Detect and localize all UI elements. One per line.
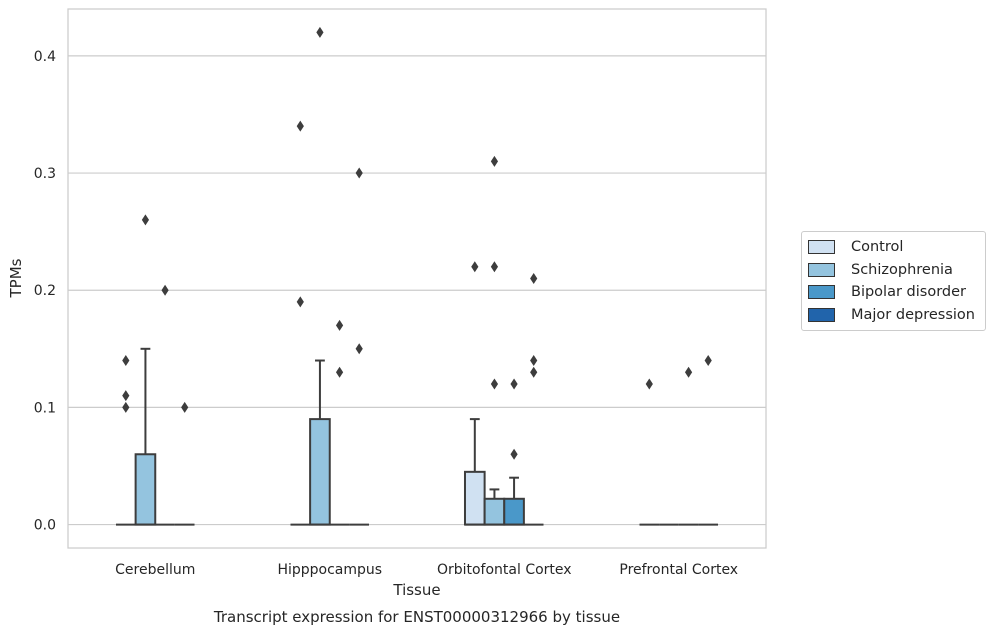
- y-tick-labels: 0.0 0.1 0.2 0.3 0.4: [34, 49, 56, 534]
- legend-swatch: [808, 285, 835, 300]
- x-tick-label: Cerebellum: [115, 562, 195, 578]
- legend-label: Control: [851, 239, 904, 256]
- outlier-point: [510, 448, 518, 460]
- legend-item: Major depression: [802, 304, 985, 327]
- legend-item: Control: [802, 236, 985, 259]
- y-tick-label: 0.2: [34, 283, 56, 299]
- x-tick-label: Hipppocampus: [277, 562, 382, 578]
- category-group: [290, 26, 370, 526]
- gridlines: [68, 55, 766, 526]
- outlier-point: [122, 401, 130, 413]
- plot-frame: [67, 8, 767, 549]
- outlier-point: [490, 155, 499, 167]
- y-tick-label: 0.1: [34, 400, 56, 416]
- outlier-point: [161, 284, 169, 296]
- legend-item: Schizophrenia: [802, 259, 985, 282]
- legend: Control Schizophrenia Bipolar disorder Majo…: [801, 231, 986, 331]
- outlier-point: [316, 26, 324, 38]
- y-tick-label: 0.0: [34, 518, 56, 534]
- outlier-point: [335, 319, 344, 331]
- legend-swatch: [808, 262, 835, 277]
- outlier-point: [355, 343, 363, 355]
- box: [134, 453, 157, 526]
- category-group: [115, 214, 195, 526]
- y-tick-label: 0.3: [34, 166, 56, 182]
- box: [483, 497, 506, 526]
- box: [309, 418, 331, 526]
- legend-label: Bipolar disorder: [851, 284, 966, 301]
- outlier-point: [296, 120, 304, 132]
- outlier-point: [490, 261, 499, 273]
- category-group: [639, 355, 719, 526]
- y-axis-label: TPMs: [7, 258, 25, 298]
- outlier-point: [122, 355, 130, 367]
- outlier-point: [530, 355, 538, 367]
- box: [503, 497, 525, 526]
- outlier-point: [530, 366, 538, 378]
- category-group: [463, 155, 544, 526]
- x-axis-label: Tissue: [392, 581, 440, 599]
- outlier-point: [684, 366, 693, 378]
- outlier-point: [471, 261, 479, 273]
- outlier-point: [510, 378, 518, 390]
- box: [463, 470, 486, 526]
- outlier-point: [355, 167, 363, 179]
- outlier-point: [122, 390, 130, 402]
- legend-item: Bipolar disorder: [802, 281, 985, 304]
- x-tick-label: Prefrontal Cortex: [619, 562, 738, 578]
- legend-label: Major depression: [851, 306, 975, 323]
- legend-swatch: [808, 307, 835, 322]
- x-tick-labels: Cerebellum Hipppocampus Orbitofontal Corte…: [115, 562, 738, 578]
- outlier-point: [296, 296, 304, 308]
- chart-caption: Transcript expression for ENST0000031296…: [213, 608, 620, 626]
- legend-label: Schizophrenia: [851, 261, 953, 278]
- x-tick-label: Orbitofontal Cortex: [437, 562, 572, 578]
- legend-swatch: [808, 240, 835, 255]
- outlier-point: [704, 355, 712, 367]
- outlier-point: [490, 378, 499, 390]
- outlier-point: [141, 214, 150, 226]
- outlier-point: [335, 366, 344, 378]
- outlier-point: [645, 378, 653, 390]
- y-tick-label: 0.4: [34, 49, 56, 65]
- outlier-point: [181, 401, 189, 413]
- outlier-point: [530, 273, 538, 284]
- box-groups: [115, 26, 719, 526]
